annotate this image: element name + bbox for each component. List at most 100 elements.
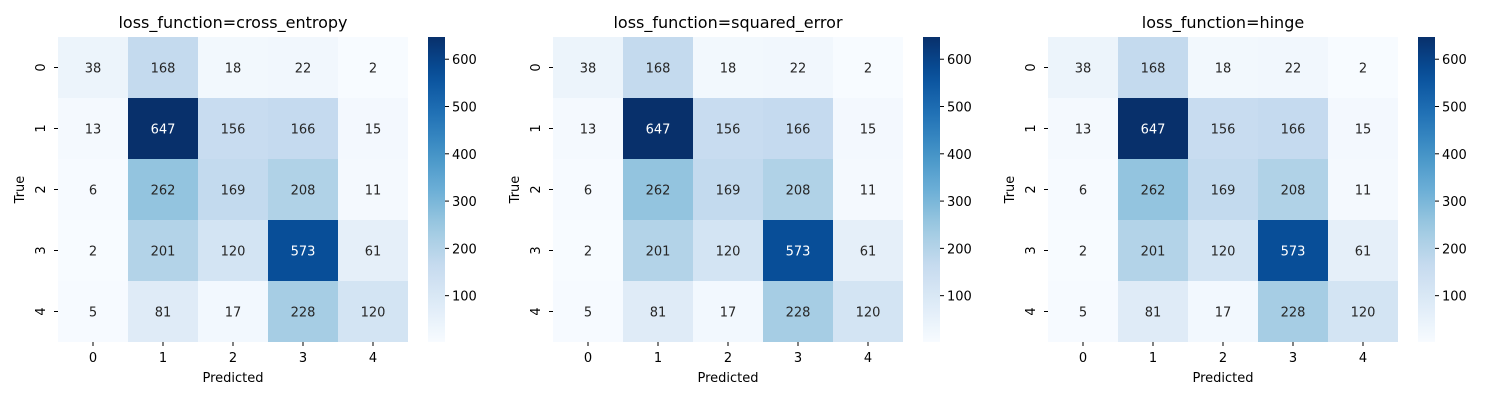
cell-value-label: 201 [646,245,671,260]
heatmap-cell [833,98,903,159]
colorbar-tick-label: 600 [452,53,477,68]
cell-value-label: 15 [365,123,382,138]
cell-value-label: 81 [650,306,667,321]
heatmap-cell [1328,220,1398,281]
y-tick-label: 2 [34,185,49,193]
cell-value-label: 18 [1215,62,1232,77]
heatmap-cell [553,281,623,342]
y-tick-label: 2 [529,185,544,193]
heatmap-cell [1188,159,1258,220]
x-tick-label: 1 [654,351,662,366]
colorbar-tick-label: 200 [947,242,972,257]
heatmap-cell [1258,37,1328,98]
cell-value-label: 15 [1355,123,1372,138]
heatmap-cell [1258,220,1328,281]
heatmap-cell [763,98,833,159]
cell-value-label: 647 [151,123,176,138]
cell-value-label: 38 [1075,62,1092,77]
x-tick-label: 0 [584,351,592,366]
heatmap-cell [128,37,198,98]
cell-value-label: 15 [860,123,877,138]
cell-value-label: 208 [786,184,811,199]
x-tick-label: 0 [89,351,97,366]
cell-value-label: 5 [1079,306,1087,321]
cell-value-label: 22 [295,62,312,77]
x-tick-label: 0 [1079,351,1087,366]
heatmap-cell [1118,281,1188,342]
colorbar-tick-label: 400 [452,148,477,163]
heatmap-cell [268,37,338,98]
x-tick-label: 3 [794,351,802,366]
heatmap-cell [268,159,338,220]
cell-value-label: 208 [1281,184,1306,199]
cell-value-label: 5 [584,306,592,321]
cell-value-label: 22 [1285,62,1302,77]
heatmap-cell [833,37,903,98]
colorbar-tick-label: 400 [1442,148,1467,163]
cell-value-label: 166 [1281,123,1306,138]
x-tick-label: 1 [1149,351,1157,366]
cell-value-label: 61 [860,245,877,260]
colorbar [1418,37,1435,342]
cell-value-label: 2 [864,62,872,77]
cell-value-label: 120 [1351,306,1376,321]
heatmap-cell [268,98,338,159]
heatmap-cell [553,220,623,281]
cell-value-label: 13 [580,123,597,138]
heatmap-cell [338,281,408,342]
colorbar-tick-label: 100 [1442,290,1467,305]
cell-value-label: 120 [716,245,741,260]
cell-value-label: 262 [151,184,176,199]
cell-value-label: 120 [1211,245,1236,260]
heatmap-cell [1118,159,1188,220]
heatmap-cell [1118,220,1188,281]
y-tick-label: 2 [1024,185,1039,193]
cell-value-label: 228 [291,306,316,321]
heatmap-cell [763,281,833,342]
heatmap-cell [1328,159,1398,220]
heatmap-cell [198,220,268,281]
heatmap-cell [128,98,198,159]
y-tick-label: 1 [1024,124,1039,132]
cell-value-label: 17 [225,306,242,321]
cell-value-label: 208 [291,184,316,199]
heatmap-cell [128,220,198,281]
cell-value-label: 262 [1141,184,1166,199]
cell-value-label: 168 [646,62,671,77]
x-tick-label: 3 [299,351,307,366]
heatmap-cell [198,159,268,220]
cell-value-label: 201 [151,245,176,260]
heatmap-cell [623,220,693,281]
colorbar-tick-label: 400 [947,148,972,163]
colorbar-tick-label: 500 [1442,101,1467,116]
cell-value-label: 120 [221,245,246,260]
heatmap-cell [58,281,128,342]
heatmap-cell [1188,281,1258,342]
cell-value-label: 11 [1355,184,1372,199]
heatmap-cell [1048,159,1118,220]
heatmap-cell [623,37,693,98]
x-tick-label: 4 [1359,351,1367,366]
heatmap-cell [1328,98,1398,159]
heatmap-cell [128,159,198,220]
panel-title: loss_function=squared_error [613,13,842,33]
cell-value-label: 6 [1079,184,1087,199]
cell-value-label: 647 [1141,123,1166,138]
y-tick-label: 3 [34,246,49,254]
cell-value-label: 13 [85,123,102,138]
y-tick-label: 0 [34,63,49,71]
cell-value-label: 573 [786,245,811,260]
y-tick-label: 4 [1024,307,1039,315]
heatmap-cell [1048,220,1118,281]
y-axis-label: True [13,176,28,205]
heatmap-cell [1188,98,1258,159]
colorbar-tick-label: 600 [1442,53,1467,68]
colorbar-tick-label: 300 [947,195,972,210]
x-tick-label: 1 [159,351,167,366]
cell-value-label: 6 [584,184,592,199]
y-tick-label: 0 [1024,63,1039,71]
heatmap-cell [763,37,833,98]
heatmap-panel-0: 38 168 18 22 213 647 156 166 156 262 169 208 112 201 1… [13,13,477,386]
heatmap-cell [338,98,408,159]
